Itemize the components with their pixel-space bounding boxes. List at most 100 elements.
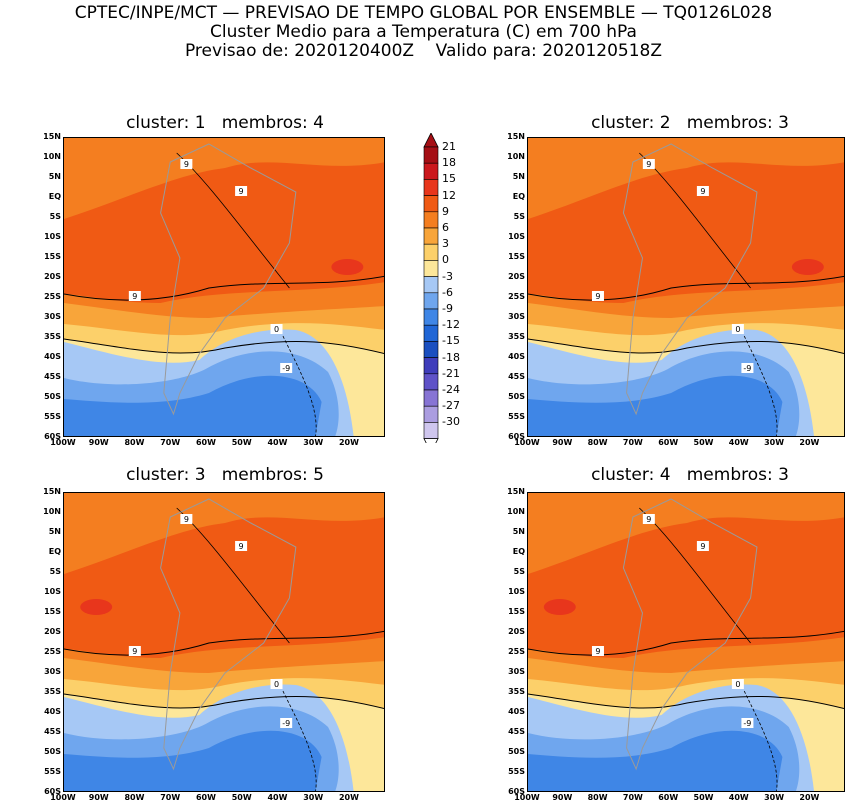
contour-label: 0 — [270, 679, 283, 689]
lat-tick-label: 60S — [44, 787, 61, 796]
colorbar-segment — [423, 146, 439, 164]
svg-text:0: 0 — [735, 325, 740, 334]
lat-tick-label: 5S — [513, 212, 525, 221]
temperature-field-1: 9 9 9 0 -9 — [64, 138, 384, 436]
colorbar-tick-label: 0 — [442, 253, 449, 267]
lat-tick-label: 35S — [44, 687, 61, 696]
panel-title-3: cluster: 3 membros: 5 — [126, 465, 324, 485]
lat-tick-label: 40S — [44, 352, 61, 361]
temperature-field-4: 9 9 9 0 -9 — [528, 493, 844, 791]
colorbar-segment — [423, 324, 439, 342]
svg-text:9: 9 — [646, 160, 651, 169]
lat-tick-label: 60S — [508, 432, 525, 441]
svg-text:-9: -9 — [282, 364, 290, 373]
lat-tick-label: 10N — [43, 152, 61, 161]
lat-tick-label: 10S — [508, 232, 525, 241]
contour-label: 9 — [235, 541, 248, 551]
colorbar — [420, 132, 460, 454]
colorbar-segment — [423, 276, 439, 294]
lat-tick-label: 60S — [44, 432, 61, 441]
lat-tick-label: 50S — [508, 747, 525, 756]
colorbar-tick-label: 21 — [442, 140, 456, 153]
header-line-1: CPTEC/INPE/MCT — PREVISAO DE TEMPO GLOBA… — [74, 3, 773, 23]
lat-tick-label: 45S — [44, 727, 61, 736]
colorbar-tick-label: -18 — [442, 350, 460, 364]
contour-label: 9 — [696, 541, 709, 551]
colorbar-segment — [423, 162, 439, 180]
colorbar-tick-label: 18 — [442, 156, 456, 170]
lat-tick-label: 50S — [508, 392, 525, 401]
contour-label: 0 — [731, 324, 744, 334]
lon-tick-label: 60W — [658, 438, 679, 447]
lat-tick-label: 30S — [44, 312, 61, 321]
lon-tick-label: 40W — [728, 793, 749, 802]
lon-tick-label: 80W — [587, 793, 608, 802]
map-panel-1: 9 9 9 0 -9 — [63, 137, 385, 437]
panel-title-4: cluster: 4 membros: 3 — [591, 465, 789, 485]
lat-tick-label: 35S — [508, 687, 525, 696]
colorbar-segment — [423, 405, 439, 423]
lat-tick-label: 55S — [44, 767, 61, 776]
lat-tick-label: 15N — [43, 487, 61, 496]
colorbar-tick-label: -24 — [442, 383, 460, 396]
colorbar-segment — [423, 132, 439, 148]
colorbar-tick-label: -21 — [442, 366, 460, 380]
svg-text:9: 9 — [700, 542, 705, 551]
colorbar-tick-label: 3 — [442, 237, 449, 251]
colorbar-tick-label: -15 — [442, 334, 460, 348]
lat-tick-label: 20S — [508, 272, 525, 281]
lon-tick-label: 20W — [799, 793, 820, 802]
colorbar-tick-label: -12 — [442, 318, 460, 332]
lat-tick-label: 10S — [508, 587, 525, 596]
colorbar-segment — [423, 357, 439, 375]
lat-tick-label: 55S — [508, 767, 525, 776]
svg-text:9: 9 — [700, 187, 705, 196]
colorbar-segment — [423, 373, 439, 391]
lat-tick-label: 40S — [508, 707, 525, 716]
colorbar-graphic — [423, 132, 439, 454]
contour-label: 9 — [642, 159, 655, 169]
lat-tick-label: EQ — [48, 547, 61, 556]
contour-label: -9 — [280, 718, 293, 728]
contour-label: 9 — [128, 291, 141, 301]
lon-tick-label: 40W — [267, 438, 288, 447]
lon-tick-label: 50W — [231, 793, 252, 802]
lon-tick-label: 70W — [160, 438, 181, 447]
lat-tick-label: 20S — [44, 272, 61, 281]
panel-title-2: cluster: 2 membros: 3 — [591, 113, 789, 133]
lat-tick-label: 5N — [48, 172, 61, 181]
lon-tick-label: 90W — [552, 793, 573, 802]
lon-tick-label: 50W — [231, 438, 252, 447]
svg-text:-9: -9 — [743, 719, 751, 728]
contour-label: 9 — [180, 514, 193, 524]
colorbar-tick-label: -30 — [442, 415, 460, 429]
colorbar-segment — [423, 227, 439, 245]
map-panel-4: 9 9 9 0 -9 — [527, 492, 845, 792]
colorbar-segment — [423, 341, 439, 358]
lat-tick-label: 5S — [49, 212, 61, 221]
lat-tick-label: 30S — [508, 312, 525, 321]
colorbar-segment — [423, 211, 439, 229]
lon-tick-label: 30W — [303, 438, 324, 447]
svg-text:9: 9 — [239, 187, 244, 196]
lon-tick-label: 60W — [658, 793, 679, 802]
lat-tick-label: 50S — [44, 747, 61, 756]
svg-text:9: 9 — [646, 515, 651, 524]
lat-tick-label: 15S — [44, 252, 61, 261]
colorbar-segment — [423, 292, 439, 310]
contour-label: 9 — [642, 514, 655, 524]
svg-text:9: 9 — [184, 515, 189, 524]
lat-tick-label: 35S — [508, 332, 525, 341]
lat-tick-label: 45S — [44, 372, 61, 381]
lat-tick-label: 15S — [44, 607, 61, 616]
lon-tick-label: 20W — [338, 438, 359, 447]
contour-label: 9 — [128, 646, 141, 656]
lat-tick-label: 10S — [44, 587, 61, 596]
svg-text:0: 0 — [274, 325, 279, 334]
colorbar-segment — [423, 389, 439, 407]
colorbar-segment — [423, 179, 439, 196]
lon-tick-label: 80W — [124, 793, 145, 802]
lat-tick-label: 45S — [508, 727, 525, 736]
lon-tick-label: 70W — [160, 793, 181, 802]
contour-label: 9 — [180, 159, 193, 169]
